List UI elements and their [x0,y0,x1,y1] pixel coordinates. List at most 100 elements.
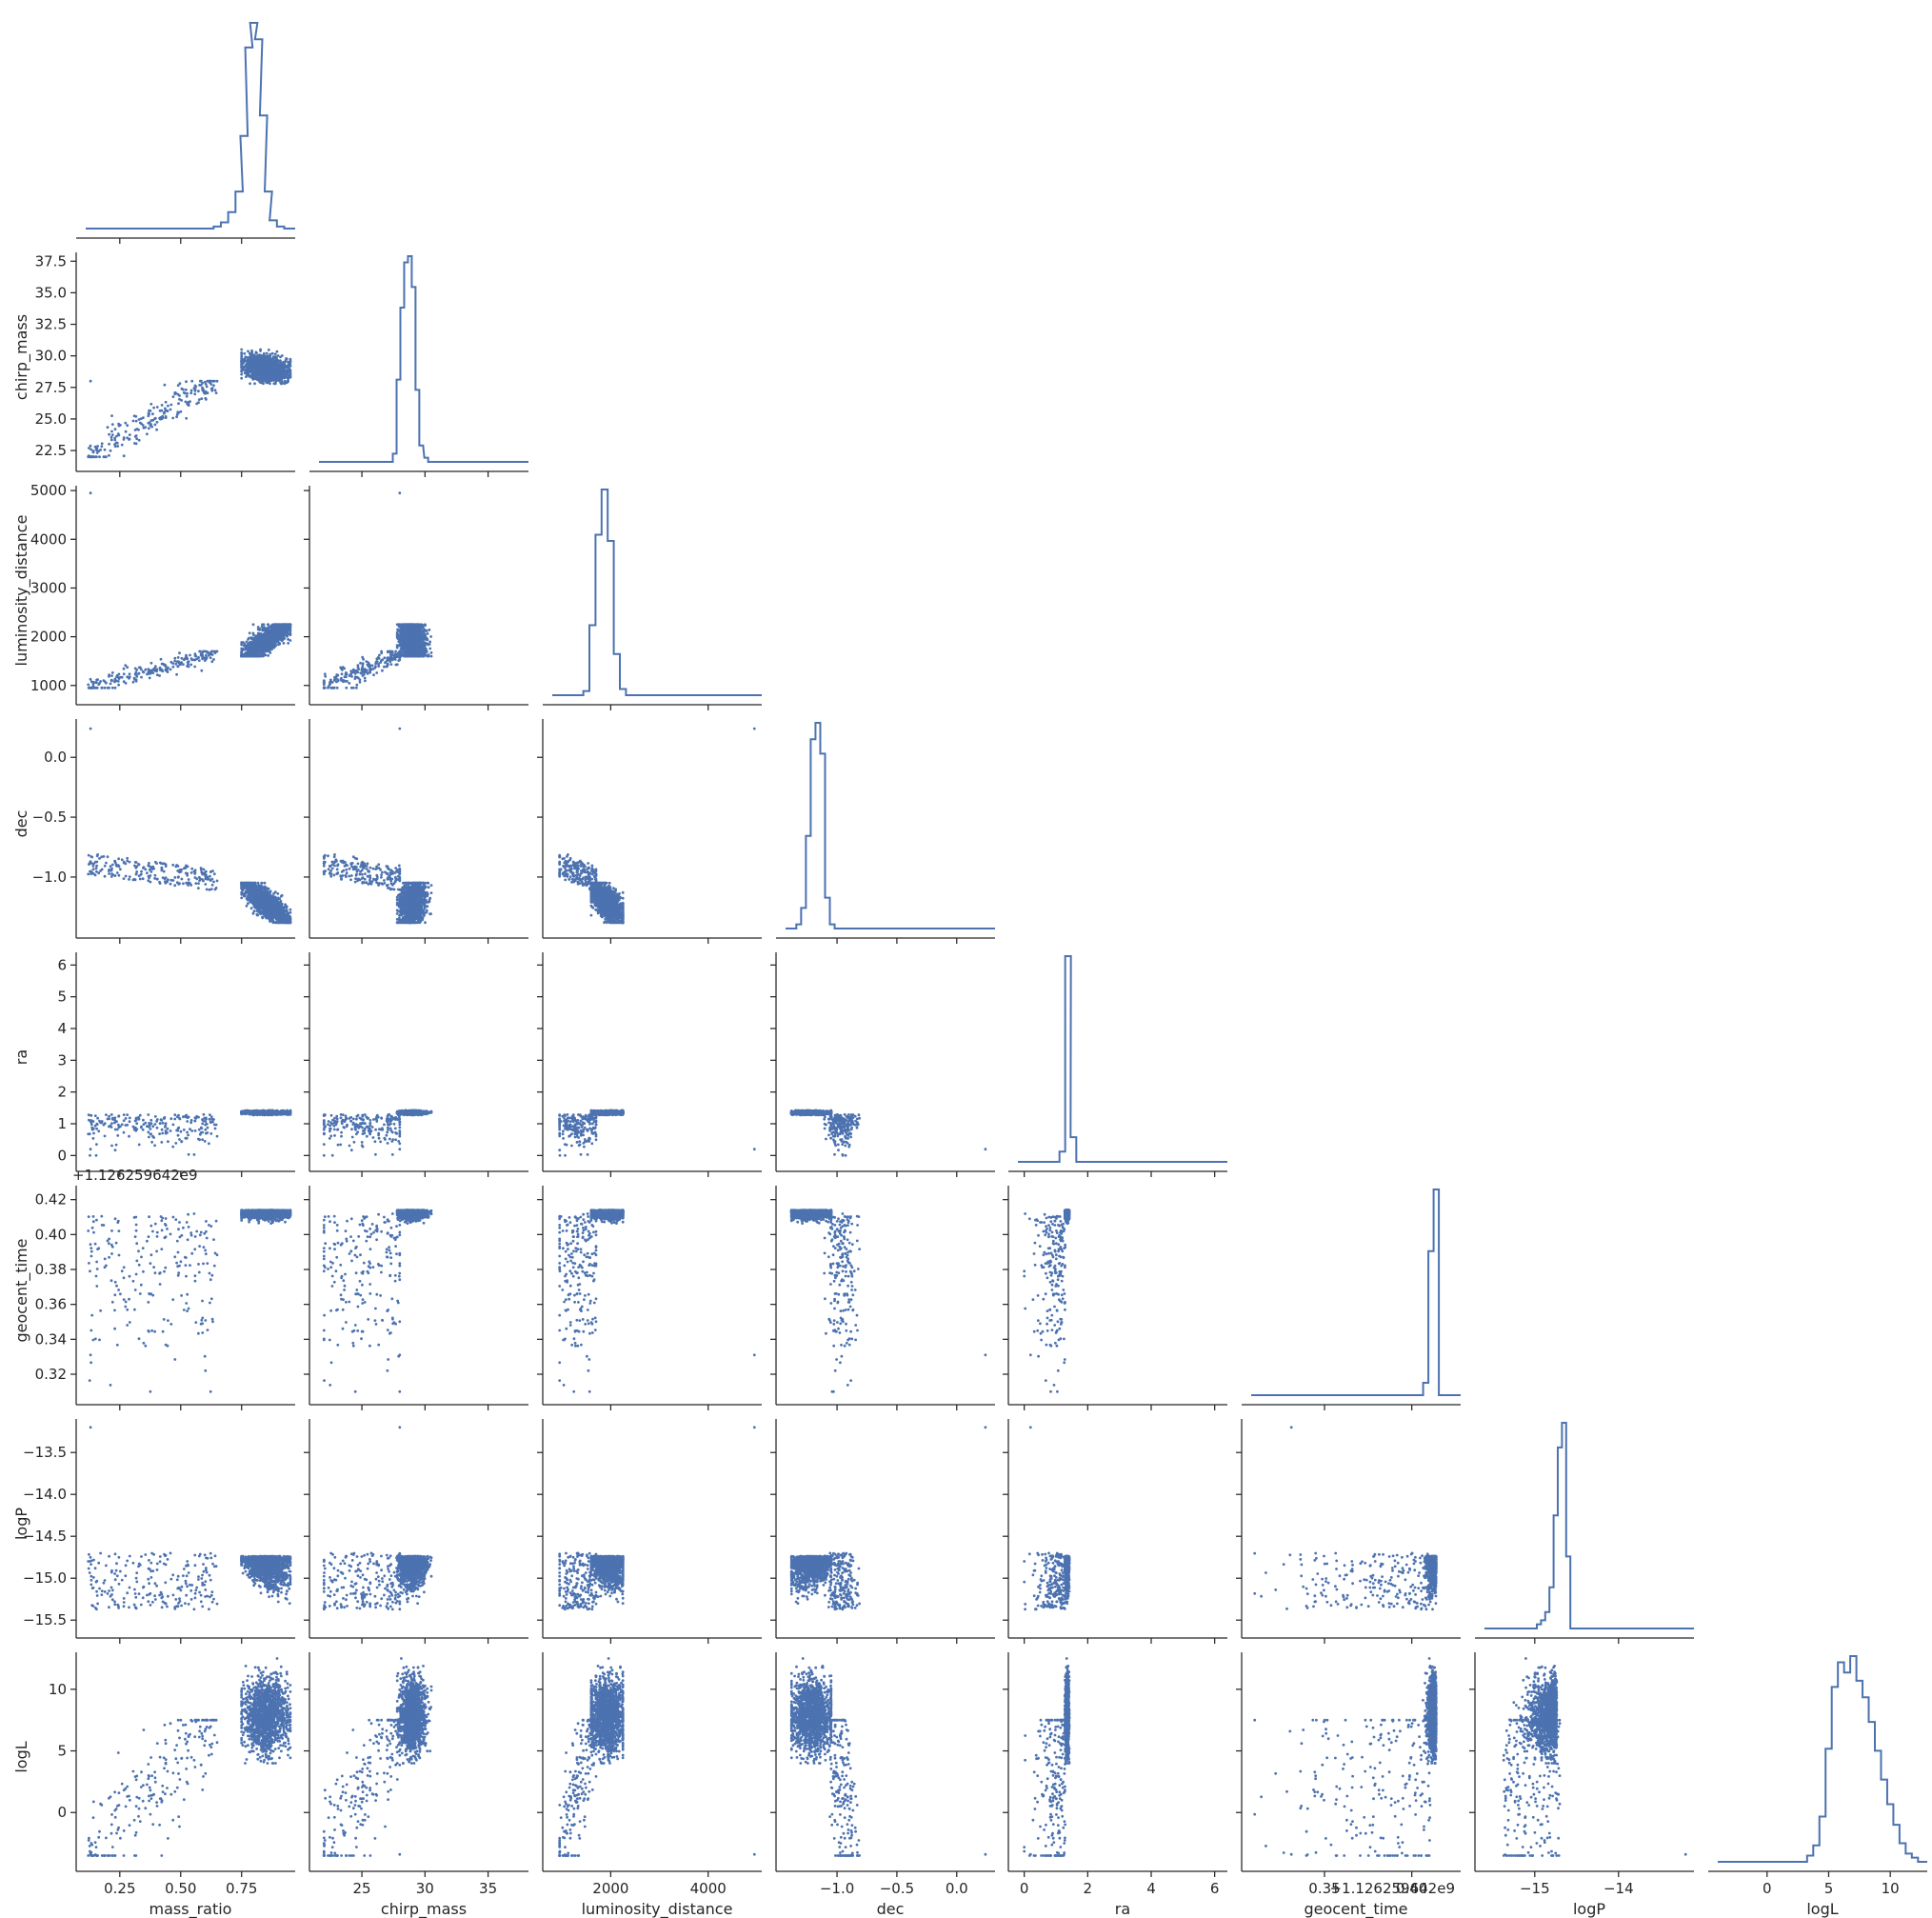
scatter-point [276,350,279,353]
scatter-point [240,363,243,366]
scatter-point [160,410,163,412]
scatter-point [161,415,164,418]
scatter-point [250,359,253,362]
scatter-point [96,445,99,448]
scatter-point [277,371,280,374]
scatter-point [110,450,112,452]
scatter-point [276,360,279,363]
scatter-point [104,455,107,458]
scatter-point [265,355,268,358]
scatter-point [280,382,283,385]
scatter-point [257,359,260,362]
scatter-point [118,425,121,428]
scatter-point [268,372,270,375]
pairplot-cells: 22.525.027.530.032.535.037.5chirp_mass10… [12,23,1927,1918]
y-tick-label: 30.0 [35,348,67,365]
scatter-point [92,455,95,458]
scatter-point [169,409,172,411]
scatter-point [190,380,193,383]
scatter-point [271,373,274,376]
scatter-point [189,391,192,394]
scatter-point [111,433,114,436]
scatter-point [240,370,243,372]
scatter-point [195,403,198,406]
scatter-point [259,370,262,372]
histogram-mass_ratio [86,23,295,229]
scatter-point [265,366,268,369]
scatter-point [149,410,152,412]
scatter-point [274,379,277,382]
scatter-point [251,367,254,370]
scatter-point [123,454,126,457]
scatter-point [189,400,191,403]
scatter-point [185,401,188,404]
scatter-point [246,641,249,644]
scatter-point [164,384,167,387]
scatter-point [240,377,243,380]
histogram-chirp_mass [319,256,528,462]
scatter-point [88,447,90,450]
scatter-point [253,382,256,385]
scatter-point [125,430,128,433]
scatter-point [186,395,189,398]
scatter-point [171,417,174,420]
scatter-point [107,426,110,429]
scatter-point [265,375,268,378]
scatter-point [260,360,263,363]
scatter-point [266,352,269,355]
scatter-point [282,361,285,364]
scatter-point [90,455,92,458]
scatter-point [96,451,99,454]
scatter-point [185,417,188,420]
scatter-point [104,449,107,451]
scatter-point [180,399,183,402]
scatter-point [277,375,280,378]
scatter-point [161,404,164,407]
scatter-point [268,378,270,381]
scatter-point [252,375,255,378]
scatter-point [174,392,177,395]
scatter-point [255,370,258,372]
scatter-point [90,445,92,448]
scatter-point [172,395,175,398]
scatter-point [147,414,149,417]
scatter-point [254,378,257,381]
scatter-point [259,377,262,380]
scatter-point [185,380,188,383]
scatter-point [111,423,114,426]
scatter-point [246,369,249,371]
scatter-point [242,359,245,362]
scatter-point [244,371,247,374]
scatter-point [268,349,270,351]
scatter-point [243,352,246,355]
scatter-point [272,382,275,385]
y-tick-label: 37.5 [35,252,67,270]
scatter-point [279,378,282,381]
scatter-point [263,359,266,362]
scatter-point [271,359,274,362]
scatter-point [143,427,146,430]
scatter-point [275,366,278,369]
scatter-point [259,381,262,384]
scatter-point [251,363,254,366]
scatter-point [114,428,117,430]
scatter-point [121,444,124,447]
scatter-point [151,412,154,415]
scatter-point [188,403,190,406]
scatter-point [269,368,271,370]
scatter-point [110,430,113,433]
scatter-point [198,384,201,387]
scatter-point [135,420,138,423]
scatter-point [149,423,152,426]
scatter-point [179,382,182,385]
scatter-point [140,417,143,420]
scatter-point [268,360,270,363]
scatter-point [278,370,281,372]
scatter-point [271,379,274,382]
scatter-point [210,388,213,390]
cell-chirp_mass-vs-chirp_mass [309,256,528,477]
scatter-point [207,391,209,394]
scatter-point [156,421,159,424]
scatter-point [95,455,98,458]
scatter-point [194,386,197,389]
